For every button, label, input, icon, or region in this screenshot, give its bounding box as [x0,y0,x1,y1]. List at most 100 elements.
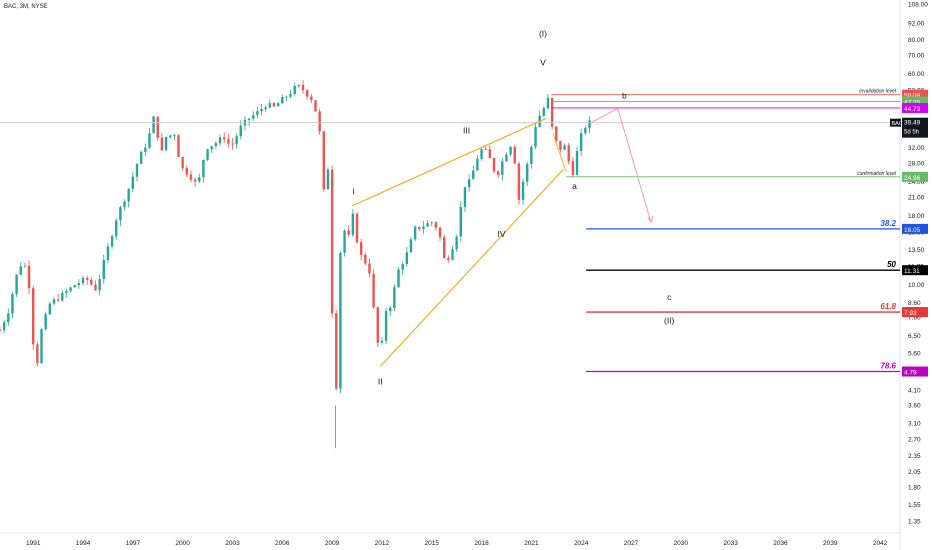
candle-body [455,236,458,250]
candle-body [247,118,251,120]
candle-body [559,140,562,150]
current-price-text: 39.49 [904,120,921,127]
wave-label: III [463,126,470,136]
x-tick-label: 2027 [624,540,639,547]
y-tick-label: 10.00 [908,282,925,289]
candle-body [588,120,591,129]
y-tick-label: 70.00 [908,53,925,60]
candle-body [81,277,85,284]
current-price-badge [902,117,928,138]
candle-body [193,179,197,182]
candle-body [384,311,388,341]
candle-body [69,287,72,292]
wave-label: b [622,90,627,100]
projection-arrowhead [647,215,654,224]
y-tick-label: 60.00 [908,71,925,78]
x-tick-label: 2036 [773,540,788,547]
candle-body [77,283,81,285]
candle-body [430,222,433,224]
x-tick-label: 1994 [76,540,91,547]
candle-body [272,103,276,107]
candle-body [310,96,313,101]
candle-body [206,149,209,161]
candle-body [351,213,355,235]
candle-body [330,169,334,314]
candle-body [227,139,230,144]
y-tick-label: 108.00 [908,2,928,9]
candle-body [393,287,396,308]
candle-body [401,264,404,270]
candle-body [189,174,193,180]
candle-body [422,226,425,229]
y-tick-label: 28.00 [908,161,925,168]
wave-label: IV [497,229,505,239]
candle-body [343,230,346,253]
x-tick-label: 2012 [375,540,390,547]
x-tick-label: 2021 [524,540,539,547]
y-tick-label: 1.80 [908,484,921,491]
candle-body [131,176,135,189]
fib-level-label: 78.6 [880,362,896,371]
y-tick-label: 18.00 [908,213,925,220]
candle-body [7,313,10,323]
candle-body [413,226,417,240]
wave-label: c [667,292,672,302]
y-tick-label: 1.35 [908,518,921,525]
wave-label: a [572,181,577,191]
candle-body [27,265,31,289]
y-tick-label: 2.05 [908,469,921,476]
level-price-badge-text: 4.79 [904,370,917,377]
y-tick-label: 80.00 [908,37,925,44]
level-price-badge [902,265,928,276]
candle-body [501,161,504,175]
candle-body [231,143,234,145]
candle-body [376,307,379,343]
candle-body [359,242,363,255]
candle-body [442,237,446,259]
candle-body [534,126,537,147]
wedge-line [351,117,547,207]
level-price-badge [902,307,928,318]
candle-body [252,115,255,119]
candle-body [297,84,301,86]
candle-body [276,103,280,107]
candle-body [11,293,14,314]
candle-body [85,277,89,280]
current-symbol-text: BAC [892,121,903,127]
level-price-badge-text: 11.31 [904,268,920,275]
candle-body [513,146,516,164]
x-tick-label: 2042 [873,540,888,547]
candle-body [368,263,371,274]
candle-body [90,279,93,285]
candle-body [222,137,226,140]
candle-body [530,146,533,164]
candle-body [2,322,6,331]
candle-body [389,307,392,312]
candle-body [135,163,139,177]
candle-body [380,340,384,343]
candle-body [36,344,39,364]
fib-level-label: 50 [887,260,896,269]
candle-body [106,246,110,260]
candle-body [492,158,496,172]
candle-body [139,151,143,164]
symbol-header: BAC, 3M, NYSE [4,4,48,10]
candle-body [0,330,2,331]
candle-body [575,151,579,175]
candle-body [571,161,575,175]
candle-body [517,163,521,200]
candle-body [32,288,35,345]
x-tick-label: 2024 [574,540,589,547]
y-tick-label: 7.60 [908,315,921,322]
candle-body [156,116,159,138]
candle-body [438,227,442,238]
level-price-badge [902,102,928,113]
candle-body [19,266,22,275]
candle-body [123,201,126,208]
y-tick-label: 13.50 [908,247,925,254]
candle-body [56,299,60,301]
candle-body [447,258,450,260]
candle-body [164,136,168,151]
y-tick-label: 8.60 [908,300,921,307]
